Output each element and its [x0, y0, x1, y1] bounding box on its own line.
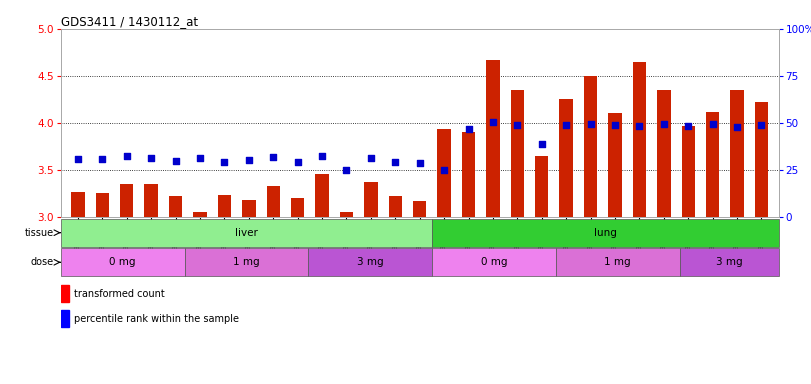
Point — [535, 141, 548, 147]
Bar — [657, 90, 671, 217]
Bar — [61, 285, 70, 303]
Point — [560, 122, 573, 128]
Point — [633, 122, 646, 129]
Bar — [340, 212, 353, 217]
Bar — [193, 212, 207, 217]
Text: dose: dose — [30, 257, 54, 267]
Bar — [413, 201, 427, 217]
Bar — [217, 195, 231, 217]
Point — [96, 156, 109, 162]
Point — [487, 119, 500, 125]
Point — [413, 160, 426, 166]
Point — [315, 153, 328, 159]
Bar — [169, 196, 182, 217]
Text: GDS3411 / 1430112_at: GDS3411 / 1430112_at — [61, 15, 198, 28]
Point — [71, 156, 84, 162]
Bar — [437, 129, 451, 217]
Bar — [731, 90, 744, 217]
Bar — [681, 126, 695, 217]
Point — [388, 159, 401, 166]
Text: 3 mg: 3 mg — [716, 257, 742, 267]
Bar — [315, 174, 328, 217]
Point — [364, 155, 377, 161]
Bar — [267, 186, 280, 217]
Text: transformed count: transformed count — [74, 289, 165, 299]
Point — [462, 126, 475, 132]
Point — [511, 122, 524, 128]
Text: lung: lung — [594, 228, 616, 238]
Bar — [633, 62, 646, 217]
Bar — [608, 114, 622, 217]
Bar — [96, 194, 109, 217]
Point — [242, 157, 255, 163]
Text: tissue: tissue — [24, 228, 54, 238]
Point — [194, 155, 207, 161]
Text: 1 mg: 1 mg — [233, 257, 260, 267]
Point — [658, 121, 671, 127]
Bar — [61, 248, 185, 276]
Bar — [242, 200, 255, 217]
Bar — [144, 184, 158, 217]
Bar — [487, 60, 500, 217]
Bar — [291, 198, 304, 217]
Bar — [535, 156, 548, 217]
Point — [755, 122, 768, 128]
Bar — [185, 248, 308, 276]
Point — [340, 167, 353, 173]
Point — [682, 122, 695, 129]
Text: percentile rank within the sample: percentile rank within the sample — [74, 314, 238, 324]
Bar — [680, 248, 779, 276]
Text: 1 mg: 1 mg — [604, 257, 631, 267]
Point — [169, 157, 182, 164]
Point — [218, 159, 231, 166]
Point — [120, 153, 133, 159]
Bar — [511, 90, 524, 217]
Bar — [61, 219, 432, 247]
Text: 0 mg: 0 mg — [481, 257, 507, 267]
Bar — [71, 192, 84, 217]
Point — [584, 121, 597, 127]
Bar — [706, 112, 719, 217]
Bar — [755, 102, 768, 217]
Point — [144, 155, 157, 161]
Bar — [61, 310, 70, 327]
Point — [438, 167, 451, 173]
Bar — [584, 76, 597, 217]
Bar — [308, 248, 432, 276]
Bar — [432, 219, 779, 247]
Bar — [120, 184, 134, 217]
Point — [267, 154, 280, 160]
Bar — [556, 248, 680, 276]
Bar — [560, 99, 573, 217]
Bar — [364, 182, 378, 217]
Text: 3 mg: 3 mg — [357, 257, 384, 267]
Point — [731, 124, 744, 130]
Bar — [432, 248, 556, 276]
Bar — [388, 196, 402, 217]
Point — [706, 121, 719, 127]
Text: liver: liver — [235, 228, 258, 238]
Text: 0 mg: 0 mg — [109, 257, 136, 267]
Bar — [461, 132, 475, 217]
Point — [608, 122, 621, 128]
Point — [291, 159, 304, 166]
